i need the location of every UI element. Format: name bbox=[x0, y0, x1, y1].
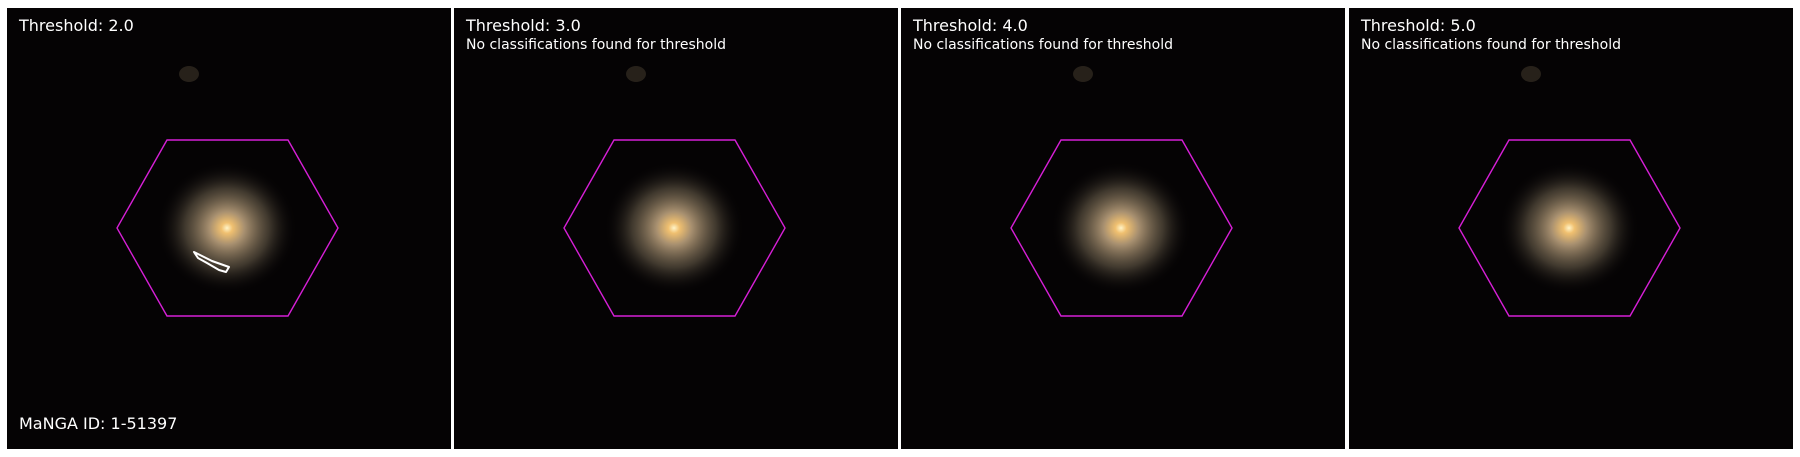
classification-contour bbox=[193, 251, 230, 273]
galaxy bbox=[604, 162, 744, 294]
panel-title: Threshold: 2.0 bbox=[19, 16, 134, 35]
galaxy bbox=[1499, 162, 1639, 294]
panel-title: Threshold: 5.0 bbox=[1361, 16, 1476, 35]
galaxy-image bbox=[1349, 8, 1793, 449]
panel-threshold-3: Threshold: 3.0 No classifications found … bbox=[454, 8, 898, 449]
background-galaxy bbox=[1073, 66, 1093, 82]
background-galaxy bbox=[1521, 66, 1541, 82]
galaxy-image bbox=[901, 8, 1345, 449]
ifu-hexagon bbox=[116, 139, 339, 317]
galaxy bbox=[1051, 162, 1191, 294]
panel-message: No classifications found for threshold bbox=[1361, 37, 1621, 53]
manga-id-label: MaNGA ID: 1-51397 bbox=[19, 414, 178, 433]
panel-title: Threshold: 3.0 bbox=[466, 16, 581, 35]
galaxy bbox=[157, 162, 297, 294]
background-galaxy bbox=[179, 66, 199, 82]
galaxy-image bbox=[454, 8, 898, 449]
panel-title: Threshold: 4.0 bbox=[913, 16, 1028, 35]
ifu-hexagon bbox=[1458, 139, 1681, 317]
ifu-hexagon bbox=[563, 139, 786, 317]
panel-threshold-4: Threshold: 4.0 No classifications found … bbox=[901, 8, 1345, 449]
galaxy-image bbox=[7, 8, 451, 449]
panel-threshold-2: Threshold: 2.0 MaNGA ID: 1-51397 bbox=[7, 8, 451, 449]
panel-message: No classifications found for threshold bbox=[913, 37, 1173, 53]
panel-message: No classifications found for threshold bbox=[466, 37, 726, 53]
ifu-hexagon bbox=[1010, 139, 1233, 317]
background-galaxy bbox=[626, 66, 646, 82]
panel-threshold-5: Threshold: 5.0 No classifications found … bbox=[1349, 8, 1793, 449]
